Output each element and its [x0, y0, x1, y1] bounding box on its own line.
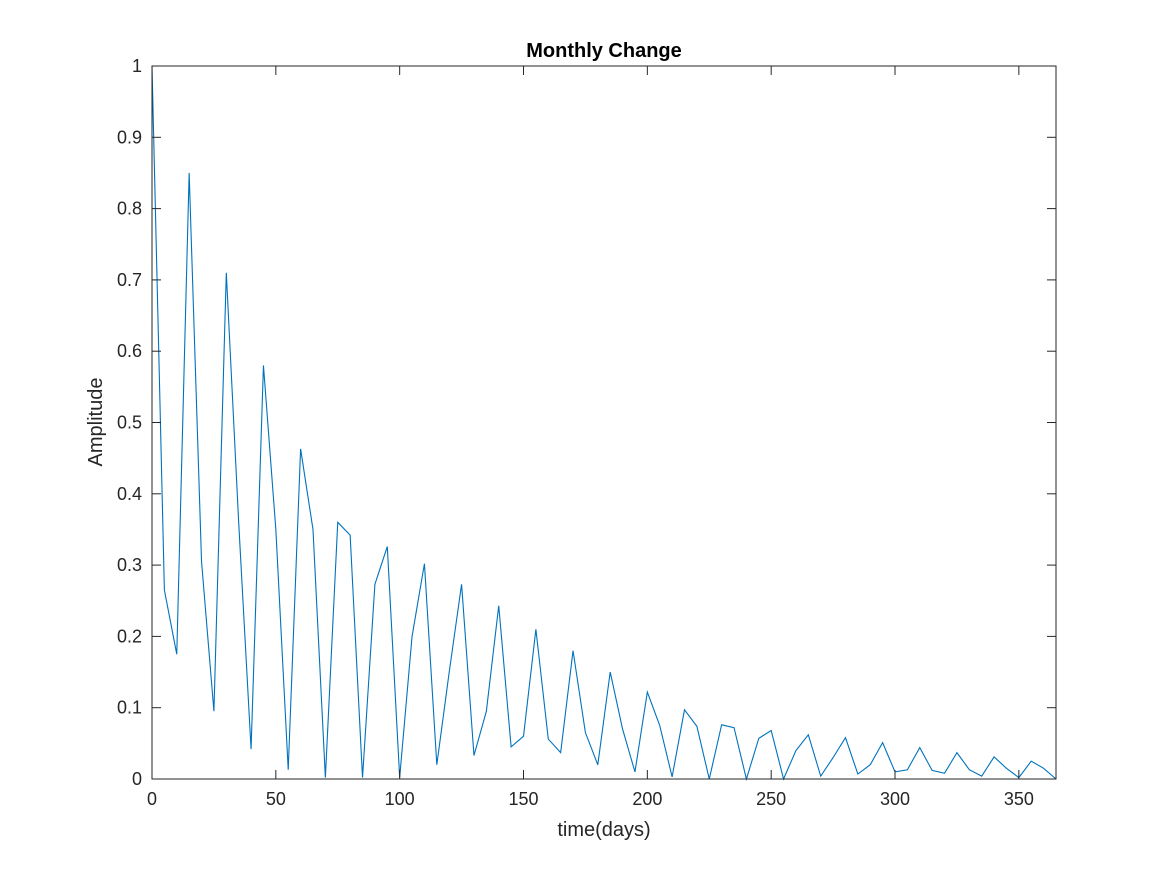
- x-tick-label: 50: [266, 789, 286, 809]
- y-tick-label: 0.8: [117, 199, 142, 219]
- x-axis-label: time(days): [557, 819, 650, 841]
- x-tick-label: 200: [632, 789, 662, 809]
- axis-ticks: 0 50 100 150 200 250 300 350 0 0.1 0.2 0.3 0.4 0.5 0.6…: [117, 56, 1056, 809]
- y-tick-label: 0.5: [117, 413, 142, 433]
- y-tick-label: 0.3: [117, 555, 142, 575]
- x-tick-label: 100: [385, 789, 415, 809]
- y-axis-label: Amplitude: [85, 378, 107, 467]
- y-tick-label: 0.1: [117, 698, 142, 718]
- y-tick-label: 0.7: [117, 270, 142, 290]
- y-tick-label: 1: [132, 56, 142, 76]
- chart-title: Monthly Change: [526, 40, 682, 62]
- y-tick-label: 0.2: [117, 626, 142, 646]
- y-tick-label: 0.6: [117, 341, 142, 361]
- x-tick-label: 250: [756, 789, 786, 809]
- y-tick-label: 0.9: [117, 127, 142, 147]
- x-tick-label: 300: [880, 789, 910, 809]
- plot-area: [151, 65, 1057, 782]
- series-line: [151, 65, 1057, 782]
- y-tick-label: 0: [132, 769, 142, 789]
- y-tick-label: 0.4: [117, 484, 142, 504]
- x-tick-label: 0: [147, 789, 157, 809]
- x-tick-label: 350: [1004, 789, 1034, 809]
- x-tick-label: 150: [508, 789, 538, 809]
